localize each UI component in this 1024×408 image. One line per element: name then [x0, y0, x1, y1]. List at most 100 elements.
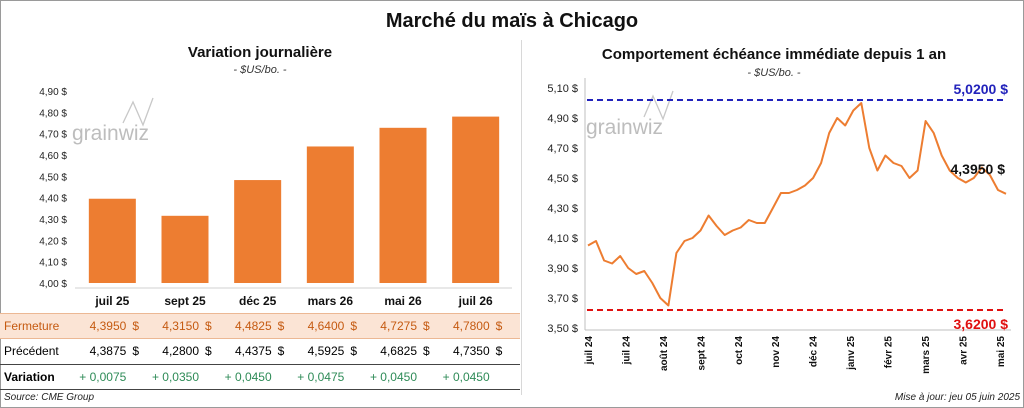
y-tick-label: 4,60 $ [39, 151, 67, 162]
y-tick-label: 4,10 $ [547, 233, 578, 245]
min-value-label: 3,6200 $ [954, 316, 1009, 332]
table-bottom-rule [0, 389, 520, 390]
line-chart-x-axis: juil 24 juil 24 août 24 sept 24 oct 24 nov 24… [584, 336, 1007, 374]
y-tick-label: 3,90 $ [547, 263, 578, 275]
line-chart-y-axis: 3,50 $ 3,70 $ 3,90 $ 4,10 $ 4,30 $ 4,50 $ 4,70… [547, 83, 578, 335]
y-tick-label: 4,80 $ [39, 108, 67, 119]
currency-symbol: $ [350, 344, 358, 358]
x-tick-label: mars 26 [308, 294, 354, 308]
bar-chart-y-axis: 4,00 $ 4,10 $ 4,20 $ 4,30 $ 4,40 $ 4,50 $ 4,60… [39, 87, 67, 290]
table-cell: + 0,0075 [79, 370, 127, 384]
currency-symbol: $ [277, 344, 285, 358]
y-tick-label: 4,20 $ [39, 236, 67, 247]
currency-symbol: $ [423, 344, 430, 358]
row-label-close: Fermeture [4, 319, 60, 333]
table-row-close: Fermeture 4,3950 $4,3150 $4,4825 $4,6400 $4,… [0, 313, 520, 339]
y-tick-label: 5,10 $ [547, 83, 578, 95]
max-value-label: 5,0200 $ [954, 81, 1009, 97]
table-cell: + 0,0475 [297, 370, 345, 384]
y-tick-label: 4,30 $ [39, 215, 67, 226]
y-tick-label: 3,50 $ [547, 323, 578, 335]
x-tick-label: juil 24 [621, 336, 632, 366]
currency-symbol: $ [277, 319, 285, 333]
x-tick-label: août 24 [659, 336, 670, 371]
x-tick-label: avr 25 [958, 336, 969, 365]
bar [379, 127, 427, 283]
y-tick-label: 4,00 $ [39, 279, 67, 290]
row-label-change: Variation [4, 370, 55, 384]
table-cell: 4,5925 [307, 344, 345, 358]
y-tick-label: 4,40 $ [39, 194, 67, 205]
table-divider [0, 364, 520, 365]
table-cell: 4,4825 [234, 319, 272, 333]
currency-symbol: $ [423, 319, 430, 333]
y-tick-label: 4,70 $ [39, 130, 67, 141]
panel-divider [521, 40, 522, 395]
line-chart-watermark: grainwiz [586, 116, 663, 139]
table-row-previous: Précédent 4,3875 $4,2800 $4,4375 $4,5925 $4,… [0, 339, 520, 363]
bar-chart-subtitle: - $US/bo. - [233, 64, 287, 76]
x-tick-label: juil 26 [458, 294, 493, 308]
table-cell: 4,7800 [452, 319, 490, 333]
x-tick-label: déc 25 [239, 294, 277, 308]
y-tick-label: 4,50 $ [39, 172, 67, 183]
x-tick-label: mai 25 [996, 336, 1007, 368]
table-cell: + 0,0450 [224, 370, 272, 384]
last-value-label: 4,3950 $ [951, 161, 1006, 177]
currency-symbol: $ [350, 319, 358, 333]
currency-symbol: $ [495, 319, 503, 333]
y-tick-label: 4,90 $ [547, 113, 578, 125]
table-cell: 4,2800 [162, 344, 199, 358]
currency-symbol: $ [132, 319, 140, 333]
table-cell: 4,7350 [452, 344, 490, 358]
table-cell: 4,3950 [89, 319, 127, 333]
x-tick-label: mars 25 [921, 336, 932, 374]
table-cell: + 0,0350 [151, 370, 199, 384]
table-row-change: Variation + 0,0075 + 0,0350 + 0,0450 + 0,04… [0, 365, 520, 389]
y-tick-label: 4,50 $ [547, 173, 578, 185]
y-tick-label: 4,10 $ [39, 258, 67, 269]
y-tick-label: 4,30 $ [547, 203, 578, 215]
bar [161, 215, 209, 283]
x-tick-label: juil 25 [94, 294, 129, 308]
price-series-line [587, 102, 1007, 307]
x-tick-label: déc 24 [809, 336, 820, 368]
line-chart-title: Comportement échéance immédiate depuis 1… [601, 46, 947, 63]
y-tick-label: 4,90 $ [39, 87, 67, 98]
bar [306, 146, 354, 283]
bar-chart-watermark-mark [122, 97, 154, 127]
x-tick-label: févr 25 [884, 336, 895, 369]
bar [234, 180, 282, 283]
y-tick-label: 4,70 $ [547, 143, 578, 155]
bar-chart-x-axis: juil 25 sept 25 déc 25 mars 26 mai 26 juil 26 [94, 294, 493, 308]
table-cell: 4,6400 [307, 319, 345, 333]
currency-symbol: $ [205, 319, 212, 333]
table-cell: 4,3875 [89, 344, 127, 358]
table-cell: 4,4375 [234, 344, 272, 358]
line-chart-subtitle: - $US/bo. - [747, 67, 801, 79]
x-tick-label: mai 26 [384, 294, 422, 308]
table-cell: 4,3150 [162, 319, 199, 333]
x-tick-label: nov 24 [771, 336, 782, 368]
line-chart: grainwiz 3,50 $ 3,70 $ 3,90 $ 4,10 $ 4,30 $ 4… [547, 78, 1011, 374]
table-cell: 4,7275 [380, 319, 417, 333]
line-chart-watermark-mark [643, 90, 674, 121]
bar-chart-watermark: grainwiz [72, 122, 149, 145]
source-note: Source: CME Group [4, 392, 95, 403]
currency-symbol: $ [132, 344, 140, 358]
currency-symbol: $ [205, 344, 212, 358]
y-tick-label: 3,70 $ [547, 293, 578, 305]
x-tick-label: juil 24 [584, 336, 595, 366]
bar-chart: grainwiz 4,00 $4,10 $4,20 $4,30 $4,40 $4… [39, 87, 512, 308]
bar-chart-bars [88, 116, 500, 283]
bar-chart-title: Variation journalière [187, 44, 333, 61]
bar [452, 116, 500, 283]
x-tick-label: sept 24 [696, 336, 707, 371]
x-tick-label: sept 25 [164, 294, 206, 308]
x-tick-label: janv 25 [846, 336, 857, 371]
row-label-previous: Précédent [4, 344, 59, 358]
update-note: Mise à jour: jeu 05 juin 2025 [894, 392, 1020, 403]
table-cell: + 0,0450 [442, 370, 490, 384]
table-cell: + 0,0450 [369, 370, 417, 384]
